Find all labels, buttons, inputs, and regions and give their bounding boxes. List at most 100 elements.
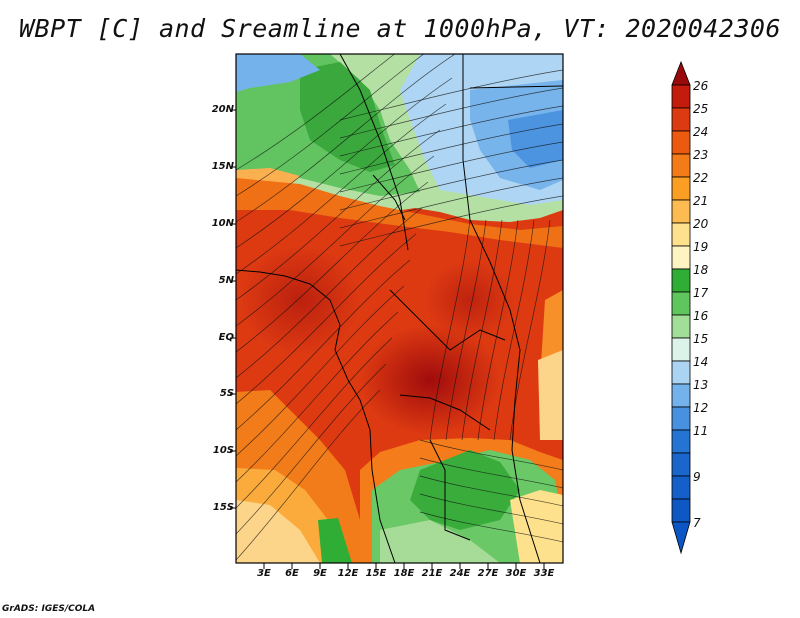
country-borders <box>236 54 563 563</box>
streamline <box>419 457 563 489</box>
colorbar-segment <box>671 222 691 247</box>
streamline <box>419 475 563 507</box>
map-frame <box>235 53 564 564</box>
y-tick-label: EQ <box>218 332 234 343</box>
streamline <box>236 181 429 353</box>
streamline <box>236 363 387 535</box>
x-tick-label: 27E <box>477 568 499 579</box>
streamline <box>236 103 447 275</box>
colorbar-segment <box>671 245 691 270</box>
colorbar-label: 14 <box>693 355 709 369</box>
colorbar-segment <box>671 406 691 431</box>
y-axis-ticks <box>230 109 236 509</box>
colorbar-segment <box>671 84 691 109</box>
streamline <box>236 259 411 431</box>
x-tick-label: 33E <box>533 568 555 579</box>
y-tick-label: 15N <box>211 161 234 172</box>
colorbar-label: 9 <box>693 470 701 484</box>
colorbar-label: 13 <box>693 378 709 392</box>
x-tick-label: 9E <box>313 568 327 579</box>
colorbar-segment <box>671 176 691 201</box>
x-tick-label: 18E <box>393 568 415 579</box>
x-tick-label: 6E <box>285 568 299 579</box>
x-tick-label: 12E <box>337 568 359 579</box>
streamline <box>445 219 487 441</box>
streamline <box>236 77 453 249</box>
colorbar-segment <box>671 383 691 408</box>
colorbar-segment <box>671 153 691 178</box>
colorbar-label: 11 <box>693 424 709 438</box>
colorbar-label: 7 <box>693 516 701 530</box>
colorbar-segment <box>671 107 691 132</box>
streamline <box>236 389 381 561</box>
streamline <box>339 87 563 139</box>
colorbar-label: 16 <box>693 309 709 323</box>
streamline <box>339 105 563 157</box>
streamline <box>236 233 417 405</box>
streamline <box>236 311 399 483</box>
y-tick-label: 10N <box>211 218 234 229</box>
colorbar-label: 17 <box>693 286 709 300</box>
colorbar-segment <box>671 429 691 454</box>
map-title: WBPT [C] and Sreamline at 1000hPa, VT: 2… <box>18 14 781 43</box>
colorbar-top-arrow <box>671 60 691 86</box>
streamline <box>339 195 563 247</box>
y-tick-label: 5N <box>218 275 234 286</box>
colorbar-bottom-arrow <box>671 521 691 555</box>
streamline <box>236 285 405 457</box>
streamline <box>236 54 456 223</box>
colorbar-label: 23 <box>693 148 709 162</box>
streamline <box>461 219 503 441</box>
streamline <box>493 219 535 441</box>
colorbar-segment <box>671 199 691 224</box>
streamlines <box>236 54 563 561</box>
x-tick-label: 15E <box>365 568 387 579</box>
colorbar-segment <box>671 268 691 293</box>
streamline <box>236 54 396 171</box>
colorbar-segment <box>671 337 691 362</box>
streamline <box>236 337 393 509</box>
streamline <box>419 511 563 543</box>
x-tick-label: 24E <box>449 568 471 579</box>
colorbar-label: 25 <box>693 102 709 116</box>
streamline <box>236 155 435 327</box>
colorbar-label: 15 <box>693 332 709 346</box>
streamline <box>236 207 423 379</box>
y-tick-label: 15S <box>212 502 234 513</box>
colorbar-label: 24 <box>693 125 709 139</box>
streamline <box>339 141 563 193</box>
colorbar-segment <box>671 498 691 523</box>
x-tick-label: 30E <box>505 568 527 579</box>
streamline <box>236 129 441 301</box>
x-axis-ticks <box>263 563 545 569</box>
colorbar-label: 22 <box>693 171 709 185</box>
x-tick-label: 3E <box>257 568 271 579</box>
colorbar-label: 18 <box>693 263 709 277</box>
streamline <box>339 123 563 175</box>
streamline <box>236 54 425 197</box>
streamline <box>339 159 563 211</box>
colorbar-segment <box>671 475 691 500</box>
streamline <box>429 219 471 441</box>
colorbar-label: 20 <box>693 217 709 231</box>
colorbar-label: 12 <box>693 401 709 415</box>
colorbar-segment <box>671 360 691 385</box>
y-tick-label: 20N <box>211 104 234 115</box>
streamline <box>419 493 563 525</box>
streamline <box>419 439 563 471</box>
colorbar-segment <box>671 291 691 316</box>
colorbar-segment <box>671 452 691 477</box>
streamline <box>339 69 563 121</box>
colorbar-label: 19 <box>693 240 709 254</box>
streamline <box>477 219 519 441</box>
grads-credit: GrADS: IGES/COLA <box>2 604 96 614</box>
wbpt-field <box>236 54 563 563</box>
y-tick-label: 10S <box>212 445 234 456</box>
x-tick-label: 21E <box>421 568 443 579</box>
colorbar-segment <box>671 130 691 155</box>
colorbar-label: 21 <box>693 194 709 208</box>
y-tick-label: 5S <box>219 388 234 399</box>
colorbar-segment <box>671 314 691 339</box>
colorbar-label: 26 <box>693 79 709 93</box>
